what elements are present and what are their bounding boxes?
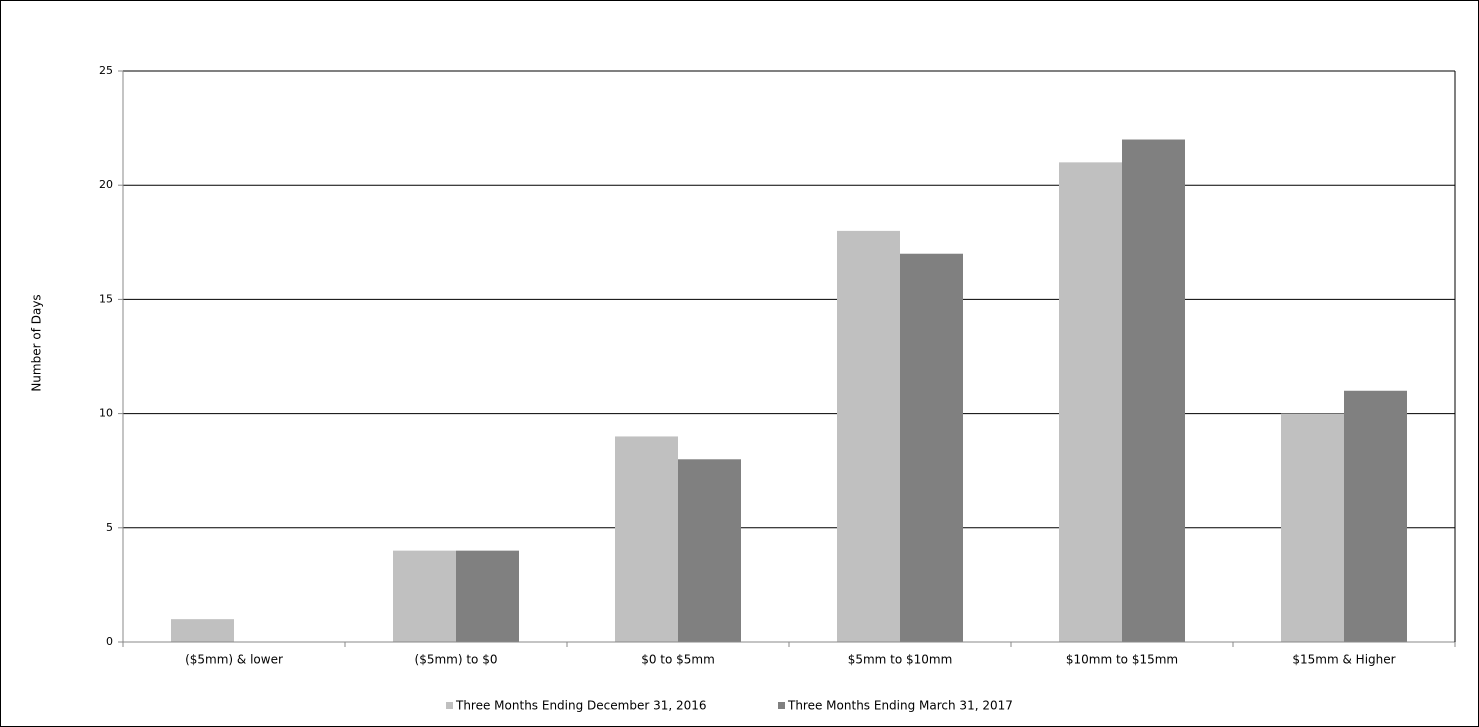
bar [678, 459, 741, 642]
bar [1281, 413, 1344, 642]
y-tick-label: 5 [106, 521, 113, 534]
y-tick-label: 25 [99, 64, 113, 77]
y-tick-label: 20 [99, 178, 113, 191]
legend-swatch [446, 702, 453, 709]
x-tick-label: ($5mm) to $0 [415, 653, 498, 667]
bar [393, 550, 456, 642]
x-tick-label: $15mm & Higher [1292, 653, 1395, 667]
y-tick-label: 10 [99, 407, 113, 420]
legend-label: Three Months Ending March 31, 2017 [787, 699, 1013, 713]
x-tick-label: $5mm to $10mm [848, 653, 953, 667]
bar [456, 550, 519, 642]
x-tick-label: $10mm to $15mm [1066, 653, 1178, 667]
legend-label: Three Months Ending December 31, 2016 [455, 699, 707, 713]
y-axis-label: Number of Days [30, 294, 44, 391]
bar [171, 619, 234, 642]
bar [1122, 139, 1185, 642]
y-tick-label: 15 [99, 292, 113, 305]
bar [1344, 390, 1407, 642]
bar [900, 253, 963, 642]
x-tick-label: ($5mm) & lower [185, 653, 283, 667]
x-tick-label: $0 to $5mm [641, 653, 715, 667]
bar [615, 436, 678, 642]
bar [1059, 162, 1122, 643]
legend-swatch [778, 702, 785, 709]
y-tick-label: 0 [106, 635, 113, 648]
bar [837, 230, 900, 642]
